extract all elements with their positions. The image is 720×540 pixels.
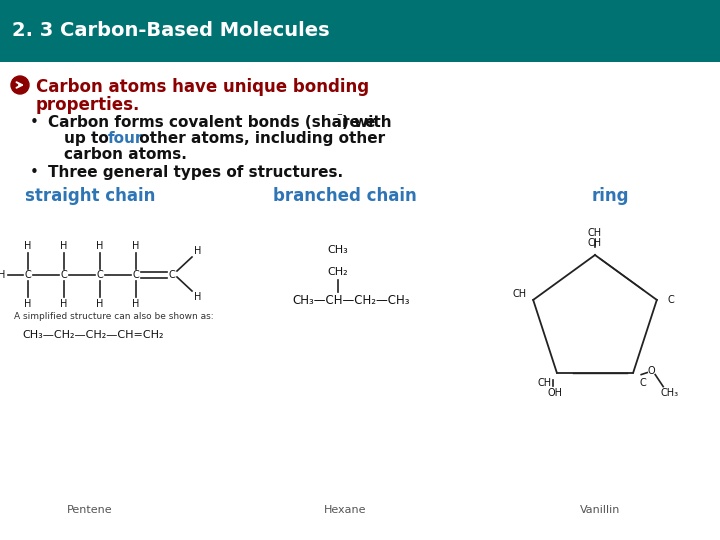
Text: H: H bbox=[24, 241, 32, 251]
Text: H: H bbox=[24, 299, 32, 309]
Text: O: O bbox=[647, 366, 655, 376]
Text: H: H bbox=[60, 241, 68, 251]
Text: H: H bbox=[194, 246, 202, 256]
Text: C: C bbox=[132, 270, 140, 280]
Text: H: H bbox=[194, 292, 202, 302]
Text: C: C bbox=[24, 270, 32, 280]
Text: CH₃: CH₃ bbox=[660, 388, 678, 397]
Text: Vanillin: Vanillin bbox=[580, 505, 620, 515]
Text: OH: OH bbox=[547, 388, 562, 397]
Text: C: C bbox=[168, 270, 176, 280]
Text: carbon atoms.: carbon atoms. bbox=[64, 147, 187, 162]
Text: CH: CH bbox=[512, 289, 526, 299]
Circle shape bbox=[11, 76, 29, 94]
Text: ) with: ) with bbox=[342, 115, 392, 130]
Text: straight chain: straight chain bbox=[24, 187, 156, 205]
Text: Three general types of structures.: Three general types of structures. bbox=[48, 165, 343, 180]
Text: C: C bbox=[667, 295, 674, 305]
Text: up to: up to bbox=[64, 131, 114, 146]
Text: Carbon forms covalent bonds (share e: Carbon forms covalent bonds (share e bbox=[48, 115, 376, 130]
Text: C: C bbox=[640, 377, 647, 388]
Text: H: H bbox=[132, 241, 140, 251]
Text: ⁻: ⁻ bbox=[336, 112, 342, 122]
Text: CH: CH bbox=[588, 238, 602, 248]
Text: H: H bbox=[60, 299, 68, 309]
Text: CH₃: CH₃ bbox=[328, 245, 348, 255]
Text: •: • bbox=[30, 165, 39, 180]
Text: H: H bbox=[0, 270, 6, 280]
Text: branched chain: branched chain bbox=[273, 187, 417, 205]
Text: C: C bbox=[96, 270, 104, 280]
Text: H: H bbox=[96, 299, 104, 309]
Text: 2. 3 Carbon-Based Molecules: 2. 3 Carbon-Based Molecules bbox=[12, 22, 330, 40]
Text: other atoms, including other: other atoms, including other bbox=[134, 131, 385, 146]
Text: four: four bbox=[108, 131, 143, 146]
Text: Pentene: Pentene bbox=[67, 505, 113, 515]
Text: ring: ring bbox=[591, 187, 629, 205]
Text: CH₂: CH₂ bbox=[328, 267, 348, 277]
Text: H: H bbox=[132, 299, 140, 309]
Text: Carbon atoms have unique bonding: Carbon atoms have unique bonding bbox=[36, 78, 369, 96]
Text: C: C bbox=[60, 270, 68, 280]
Text: •: • bbox=[30, 115, 39, 130]
Text: CH₃—CH—CH₂—CH₃: CH₃—CH—CH₂—CH₃ bbox=[292, 294, 410, 307]
FancyBboxPatch shape bbox=[0, 0, 720, 62]
Text: Hexane: Hexane bbox=[324, 505, 366, 515]
Text: CH₃—CH₂—CH₂—CH=CH₂: CH₃—CH₂—CH₂—CH=CH₂ bbox=[22, 330, 163, 340]
Text: CH: CH bbox=[588, 228, 602, 238]
Text: H: H bbox=[96, 241, 104, 251]
Text: A simplified structure can also be shown as:: A simplified structure can also be shown… bbox=[14, 312, 214, 321]
Text: properties.: properties. bbox=[36, 96, 140, 114]
Text: CH: CH bbox=[538, 377, 552, 388]
